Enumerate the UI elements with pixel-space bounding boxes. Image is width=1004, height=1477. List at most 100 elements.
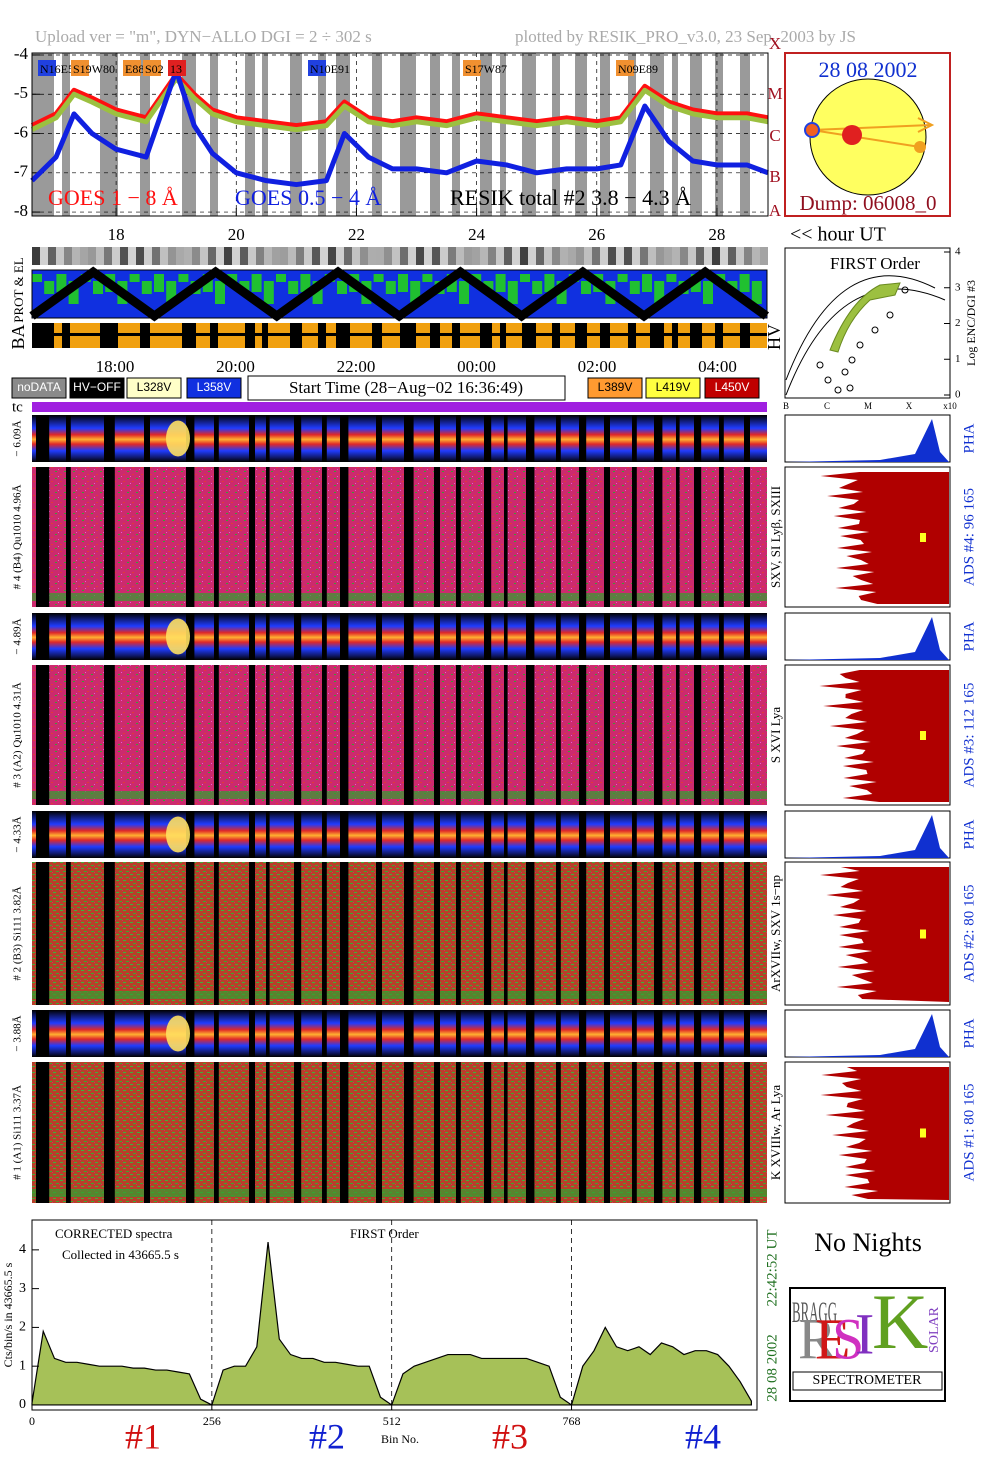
gap <box>654 415 663 462</box>
y-tick-label: 2 <box>955 317 961 329</box>
gray-cell <box>176 247 184 265</box>
prot-zigzag <box>29 266 770 322</box>
date-label: 28 08 2002 <box>764 1334 780 1402</box>
gray-cell <box>656 247 664 265</box>
region-label: E88 <box>125 62 144 76</box>
region-tag <box>168 60 186 76</box>
prot-noise <box>32 274 42 282</box>
gap <box>484 1010 492 1057</box>
gap <box>214 467 219 607</box>
gap <box>266 811 270 858</box>
dump-label: Dump: 06008_0 <box>799 191 936 215</box>
status-strips: 18:00 20:00 22:00 00:00 02:00 04:00 <box>29 247 770 376</box>
x-tick-label: 512 <box>383 1414 401 1428</box>
x-tick-label: B <box>783 401 789 411</box>
spectrum-edge <box>32 991 767 999</box>
pha-label: PHA <box>961 819 977 849</box>
gap <box>376 467 382 607</box>
gap <box>404 467 414 607</box>
gap <box>340 1010 349 1057</box>
gap <box>526 467 535 607</box>
gray-cell <box>160 247 168 265</box>
gap <box>66 467 71 607</box>
y-tick-label: -7 <box>14 162 29 181</box>
header-left: Upload ver = "m", DYN−ALLO DGI = 2 ÷ 302… <box>35 27 372 46</box>
night-band <box>430 53 440 216</box>
active-region-dot <box>842 125 862 145</box>
night-band <box>452 53 460 216</box>
gray-cell <box>288 247 296 265</box>
gap <box>744 467 750 607</box>
gap <box>214 415 219 462</box>
logo-solar: SOLAR <box>927 1306 942 1353</box>
frame <box>31 52 769 217</box>
gap <box>632 415 637 462</box>
region-label: 13 <box>170 62 182 76</box>
channel-label: # 4 (B4) Qu1010 4.96Å <box>12 485 24 590</box>
x-tick-label: C <box>824 401 830 411</box>
gap <box>484 862 492 1005</box>
gap <box>404 811 414 858</box>
gap <box>340 665 349 805</box>
no-nights: No Nights <box>814 1228 922 1257</box>
y-axis-label: Cts/bin/s in 43665.5 s <box>1 1262 15 1367</box>
region-tag <box>123 60 141 76</box>
gap <box>654 467 663 607</box>
marker <box>920 533 926 542</box>
legend-label: L389V <box>598 380 633 394</box>
gap <box>694 415 702 462</box>
lines-label: ArXVIIw, SXV 1s−np <box>768 875 783 992</box>
gap <box>144 415 150 462</box>
gap <box>66 1062 71 1203</box>
gap <box>266 862 270 1005</box>
gap <box>526 1010 535 1057</box>
gap <box>556 467 561 607</box>
prot-noise <box>703 281 713 304</box>
logo-band <box>792 1371 943 1391</box>
gap <box>144 1010 150 1057</box>
prot-noise <box>312 281 323 304</box>
logo-letter: R <box>798 1306 837 1371</box>
prot-noise <box>129 274 140 282</box>
gap <box>214 862 219 1005</box>
gap <box>214 811 219 858</box>
gap <box>376 811 382 858</box>
gap <box>694 862 702 1005</box>
gap <box>632 467 637 607</box>
gap <box>66 613 71 660</box>
gap <box>579 415 587 462</box>
gap <box>719 613 724 660</box>
ads-label: ADS #3: 112 165 <box>961 683 977 788</box>
gap <box>434 665 440 805</box>
gap <box>719 1062 724 1203</box>
gap <box>322 467 327 607</box>
marker <box>920 929 926 939</box>
time-label: 22:00 <box>337 357 376 376</box>
ba-label: BA <box>8 324 28 349</box>
gray-cell <box>72 247 80 265</box>
y-tick-label: -4 <box>14 44 29 63</box>
gap <box>484 665 492 805</box>
section-label: #2 <box>309 1416 345 1456</box>
y-tick-label: -8 <box>14 201 28 220</box>
gap <box>719 665 724 805</box>
prot-noise <box>56 274 67 292</box>
logo-letter: S <box>832 1306 864 1371</box>
gap <box>654 1062 663 1203</box>
gap <box>456 415 461 462</box>
gap <box>66 862 71 1005</box>
night-band <box>290 53 302 216</box>
gap <box>484 467 492 607</box>
region-tag <box>308 60 326 76</box>
gap <box>186 415 195 462</box>
gray-cell <box>88 247 96 265</box>
gap <box>322 665 327 805</box>
gap <box>484 1062 492 1203</box>
gray-cell <box>712 247 720 265</box>
gap <box>654 613 663 660</box>
gap <box>434 415 440 462</box>
gap <box>579 467 587 607</box>
gray-cell <box>600 247 608 265</box>
gap <box>579 1010 587 1057</box>
